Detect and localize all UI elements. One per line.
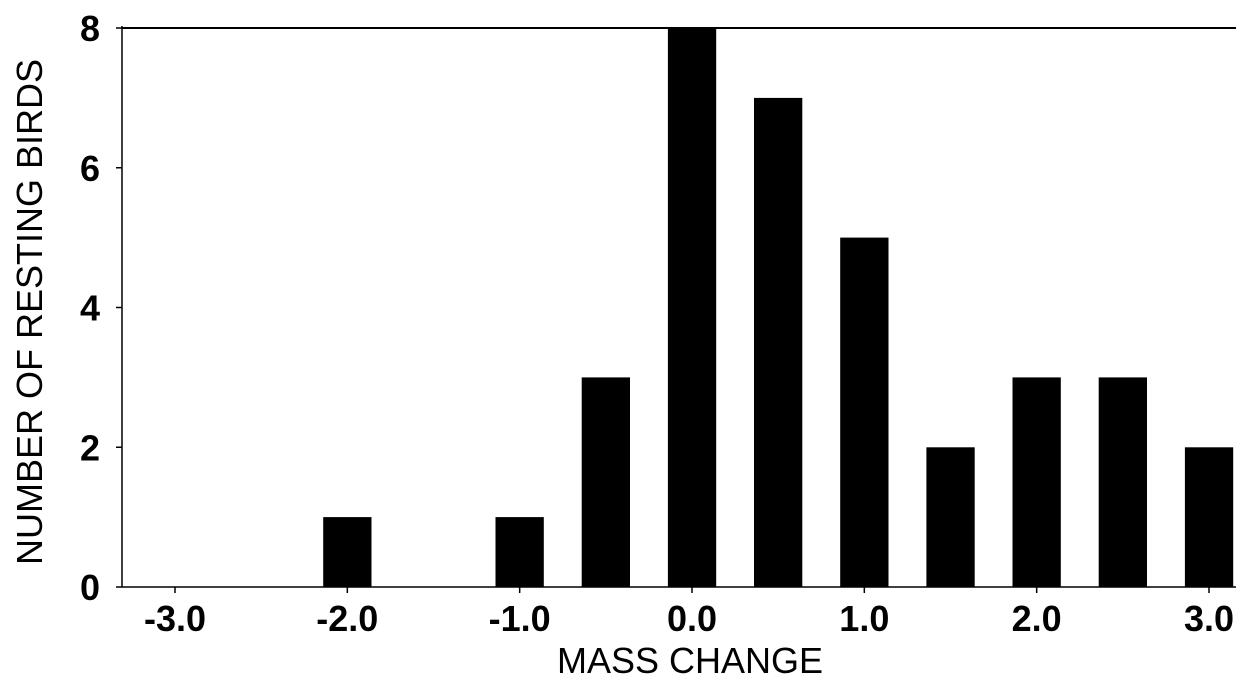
- y-ticks: 0 2 4 6 8: [80, 8, 122, 608]
- y-axis-title: NUMBER OF RESTING BIRDS: [9, 59, 50, 565]
- x-tick-label: -1.0: [489, 598, 551, 639]
- x-tick-label: 0.0: [667, 598, 717, 639]
- bars-layer: [323, 28, 1234, 588]
- x-tick-label: 3.0: [1184, 598, 1234, 639]
- bar-5: [840, 237, 889, 587]
- y-tick-label: 2: [80, 427, 100, 468]
- y-tick-label: 6: [80, 148, 100, 189]
- x-tick-label: -2.0: [316, 598, 378, 639]
- x-ticks: -3.0 -2.0 -1.0 0.0 1.0 2.0 3.0: [144, 587, 1234, 639]
- y-tick-label: 0: [80, 567, 100, 608]
- bar-2: [581, 377, 630, 587]
- x-axis-title: MASS CHANGE: [557, 640, 823, 680]
- x-tick-label: 2.0: [1012, 598, 1062, 639]
- bar-9: [1184, 447, 1234, 588]
- x-tick-label: -3.0: [144, 598, 206, 639]
- bar-7: [1012, 377, 1061, 587]
- bar-1: [495, 517, 544, 587]
- y-tick-label: 4: [80, 288, 100, 329]
- bar-0: [323, 517, 372, 587]
- bar-8: [1098, 377, 1147, 587]
- y-tick-label: 8: [80, 8, 100, 49]
- bar-4: [754, 97, 803, 588]
- bar-6: [926, 447, 975, 588]
- x-tick-label: 1.0: [839, 598, 889, 639]
- bar-3: [667, 28, 717, 587]
